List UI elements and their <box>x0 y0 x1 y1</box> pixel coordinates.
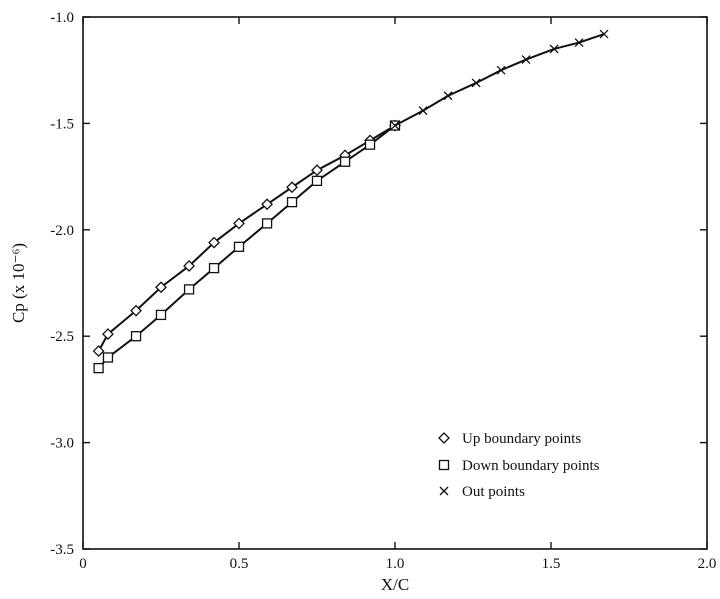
y-tick-label: -3.0 <box>50 436 74 452</box>
cross-stroke <box>439 486 449 496</box>
series-layer <box>92 29 609 374</box>
cross-stroke <box>549 44 559 54</box>
diamond-marker <box>155 281 167 294</box>
square-marker <box>208 262 220 274</box>
y-tick-label: -2.5 <box>50 329 74 345</box>
y-tick-label: -1.5 <box>50 116 74 132</box>
square-marker <box>438 459 450 471</box>
diamond-marker <box>208 236 220 249</box>
square-marker <box>93 362 104 374</box>
cross-stroke <box>471 78 481 88</box>
square-marker <box>261 218 273 229</box>
square-marker <box>233 241 245 252</box>
series-diamond <box>92 119 401 358</box>
diamond-marker <box>286 181 298 194</box>
cross-marker <box>471 78 481 88</box>
plot-area-frame <box>82 16 708 550</box>
axis-tick-labels: 0 0.5 1.0 1.5 2.0 -1.0 -1.5 -2.0 -2.5 -3.0 -3.5 <box>50 10 716 572</box>
cross-stroke <box>599 29 609 39</box>
legend-label: Out points <box>462 484 525 500</box>
cross-marker <box>496 65 506 75</box>
legend: Up boundary points Down boundary points Ou… <box>438 431 600 500</box>
legend-entry: Down boundary points <box>438 458 600 474</box>
diamond-marker <box>102 328 114 340</box>
cross-marker <box>443 91 453 101</box>
x-tick-label: 2.0 <box>698 556 717 572</box>
cross-stroke <box>521 55 531 65</box>
diamond-marker <box>261 198 273 211</box>
x-tick-label: 1.0 <box>386 556 405 572</box>
square-marker <box>155 309 167 321</box>
square-marker <box>286 196 298 208</box>
cross-stroke <box>443 91 453 101</box>
x-axis-title: X/C <box>381 575 409 594</box>
x-tick-label: 1.5 <box>542 556 561 572</box>
square-marker <box>102 352 114 363</box>
legend-entry: Out points <box>439 484 525 500</box>
legend-entry: Up boundary points <box>438 431 581 447</box>
axis-ticks <box>82 16 708 550</box>
cross-marker <box>418 106 428 116</box>
series-cross <box>390 29 609 130</box>
diamond-marker <box>233 217 245 230</box>
series-line <box>97 124 396 352</box>
x-tick-label: 0 <box>79 556 87 572</box>
cross-stroke <box>418 106 428 116</box>
y-axis-title: Cp (x 10⁻⁶) <box>9 243 28 323</box>
diamond-marker <box>438 432 450 444</box>
diamond-marker <box>130 304 142 317</box>
legend-label: Up boundary points <box>462 431 581 447</box>
cross-marker <box>599 29 609 39</box>
cross-stroke <box>574 38 584 47</box>
cross-marker <box>521 55 531 65</box>
square-marker <box>311 175 323 187</box>
cross-stroke <box>496 65 506 75</box>
y-tick-label: -1.0 <box>50 10 74 26</box>
square-marker <box>183 284 195 295</box>
cross-marker <box>390 121 400 130</box>
series-line <box>394 33 605 127</box>
square-marker <box>339 156 351 167</box>
legend-label: Down boundary points <box>462 458 600 474</box>
diamond-marker <box>183 260 195 272</box>
x-tick-label: 0.5 <box>230 556 249 572</box>
cross-stroke <box>390 121 400 130</box>
y-tick-label: -2.0 <box>50 223 74 239</box>
diamond-marker <box>311 164 323 177</box>
square-marker <box>130 331 142 342</box>
diamond-marker <box>92 345 105 358</box>
cross-marker <box>439 486 449 496</box>
cross-marker <box>549 44 559 54</box>
cross-marker <box>574 38 584 47</box>
square-marker <box>364 139 376 150</box>
y-tick-label: -3.5 <box>50 542 74 558</box>
series-line <box>97 124 396 369</box>
series-square <box>93 120 401 374</box>
